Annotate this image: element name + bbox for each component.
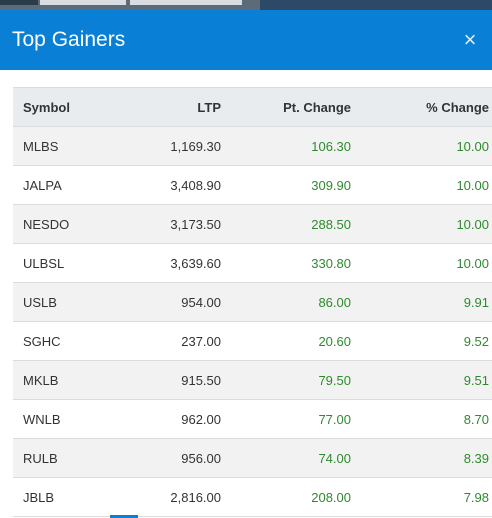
table-row[interactable]: USLB 954.00 86.00 9.91 bbox=[13, 282, 492, 322]
modal-title: Top Gainers bbox=[12, 28, 126, 51]
symbol-cell[interactable]: JALPA bbox=[13, 165, 123, 205]
column-header-symbol[interactable]: Symbol bbox=[13, 87, 123, 127]
table-row[interactable]: JBLB 2,816.00 208.00 7.98 bbox=[13, 477, 492, 517]
pt-change-cell: 330.80 bbox=[231, 243, 361, 283]
pct-change-cell: 9.91 bbox=[361, 282, 492, 322]
pct-change-cell: 10.00 bbox=[361, 243, 492, 283]
table-header-row: Symbol LTP Pt. Change % Change bbox=[13, 87, 492, 127]
symbol-cell[interactable]: MLBS bbox=[13, 126, 123, 166]
table-row[interactable]: JALPA 3,408.90 309.90 10.00 bbox=[13, 165, 492, 205]
background-nav-segment bbox=[40, 0, 126, 5]
column-header-ltp[interactable]: LTP bbox=[123, 87, 231, 127]
pt-change-cell: 288.50 bbox=[231, 204, 361, 244]
background-page-strip bbox=[0, 0, 492, 10]
pct-change-cell: 8.39 bbox=[361, 438, 492, 478]
ltp-cell: 3,639.60 bbox=[123, 243, 231, 283]
top-gainers-table-container: Symbol LTP Pt. Change % Change MLBS 1,16… bbox=[13, 87, 492, 517]
ltp-cell: 915.50 bbox=[123, 360, 231, 400]
pt-change-cell: 20.60 bbox=[231, 321, 361, 361]
top-gainers-table: Symbol LTP Pt. Change % Change MLBS 1,16… bbox=[13, 87, 492, 517]
scroll-indicator[interactable] bbox=[110, 515, 138, 518]
ltp-cell: 1,169.30 bbox=[123, 126, 231, 166]
pt-change-cell: 106.30 bbox=[231, 126, 361, 166]
ltp-cell: 3,173.50 bbox=[123, 204, 231, 244]
pt-change-cell: 309.90 bbox=[231, 165, 361, 205]
column-header-pt-change[interactable]: Pt. Change bbox=[231, 87, 361, 127]
pct-change-cell: 7.98 bbox=[361, 477, 492, 517]
symbol-cell[interactable]: WNLB bbox=[13, 399, 123, 439]
pt-change-cell: 79.50 bbox=[231, 360, 361, 400]
pt-change-cell: 208.00 bbox=[231, 477, 361, 517]
pct-change-cell: 10.00 bbox=[361, 126, 492, 166]
background-nav-segment bbox=[260, 0, 492, 10]
symbol-cell[interactable]: NESDO bbox=[13, 204, 123, 244]
pct-change-cell: 9.52 bbox=[361, 321, 492, 361]
ltp-cell: 956.00 bbox=[123, 438, 231, 478]
ltp-cell: 3,408.90 bbox=[123, 165, 231, 205]
background-nav-segment bbox=[0, 0, 38, 5]
ltp-cell: 237.00 bbox=[123, 321, 231, 361]
pct-change-cell: 9.51 bbox=[361, 360, 492, 400]
pt-change-cell: 86.00 bbox=[231, 282, 361, 322]
ltp-cell: 954.00 bbox=[123, 282, 231, 322]
table-row[interactable]: RULB 956.00 74.00 8.39 bbox=[13, 438, 492, 478]
ltp-cell: 2,816.00 bbox=[123, 477, 231, 517]
column-header-pct-change[interactable]: % Change bbox=[361, 87, 492, 127]
pct-change-cell: 10.00 bbox=[361, 165, 492, 205]
symbol-cell[interactable]: RULB bbox=[13, 438, 123, 478]
pt-change-cell: 77.00 bbox=[231, 399, 361, 439]
pt-change-cell: 74.00 bbox=[231, 438, 361, 478]
symbol-cell[interactable]: MKLB bbox=[13, 360, 123, 400]
table-row[interactable]: MKLB 915.50 79.50 9.51 bbox=[13, 360, 492, 400]
table-row[interactable]: MLBS 1,169.30 106.30 10.00 bbox=[13, 126, 492, 166]
table-row[interactable]: SGHC 237.00 20.60 9.52 bbox=[13, 321, 492, 361]
pct-change-cell: 8.70 bbox=[361, 399, 492, 439]
close-icon[interactable]: × bbox=[463, 27, 477, 52]
background-nav-segment bbox=[130, 0, 242, 5]
symbol-cell[interactable]: JBLB bbox=[13, 477, 123, 517]
table-row[interactable]: WNLB 962.00 77.00 8.70 bbox=[13, 399, 492, 439]
pct-change-cell: 10.00 bbox=[361, 204, 492, 244]
table-row[interactable]: NESDO 3,173.50 288.50 10.00 bbox=[13, 204, 492, 244]
table-row[interactable]: ULBSL 3,639.60 330.80 10.00 bbox=[13, 243, 492, 283]
symbol-cell[interactable]: ULBSL bbox=[13, 243, 123, 283]
modal-header: Top Gainers × bbox=[0, 10, 492, 70]
symbol-cell[interactable]: USLB bbox=[13, 282, 123, 322]
symbol-cell[interactable]: SGHC bbox=[13, 321, 123, 361]
ltp-cell: 962.00 bbox=[123, 399, 231, 439]
